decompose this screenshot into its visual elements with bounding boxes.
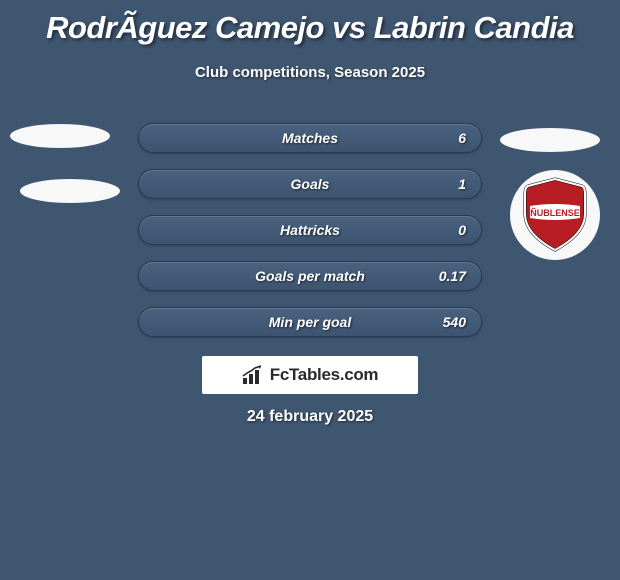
stats-area: Matches 6 Goals 1 Hattricks 0 Goals per …: [138, 123, 482, 353]
stat-value: 0.17: [439, 268, 466, 284]
brand-text: FcTables.com: [270, 365, 379, 385]
stat-label: Matches: [282, 130, 338, 146]
stat-row-min-per-goal: Min per goal 540: [138, 307, 482, 337]
comparison-subtitle: Club competitions, Season 2025: [0, 64, 620, 81]
stat-label: Goals per match: [255, 268, 365, 284]
left-team-ellipse-1: [10, 124, 110, 148]
brand-chart-icon: [242, 365, 264, 385]
stat-value: 540: [443, 314, 466, 330]
stat-label: Hattricks: [280, 222, 340, 238]
branding-box: FcTables.com: [202, 356, 418, 394]
stat-row-goals: Goals 1: [138, 169, 482, 199]
comparison-title: RodrÃ­guez Camejo vs Labrin Candia: [0, 0, 620, 46]
comparison-date: 24 february 2025: [0, 408, 620, 426]
stat-value: 1: [458, 176, 466, 192]
stat-value: 0: [458, 222, 466, 238]
stat-value: 6: [458, 130, 466, 146]
club-badge: ÑUBLENSE: [510, 170, 600, 260]
stat-row-hattricks: Hattricks 0: [138, 215, 482, 245]
left-team-ellipse-2: [20, 179, 120, 203]
stat-row-goals-per-match: Goals per match 0.17: [138, 261, 482, 291]
stat-label: Goals: [291, 176, 330, 192]
stat-label: Min per goal: [269, 314, 351, 330]
stat-row-matches: Matches 6: [138, 123, 482, 153]
club-badge-text: ÑUBLENSE: [530, 208, 580, 218]
right-team-ellipse: [500, 128, 600, 152]
shield-icon: ÑUBLENSE: [520, 176, 590, 254]
